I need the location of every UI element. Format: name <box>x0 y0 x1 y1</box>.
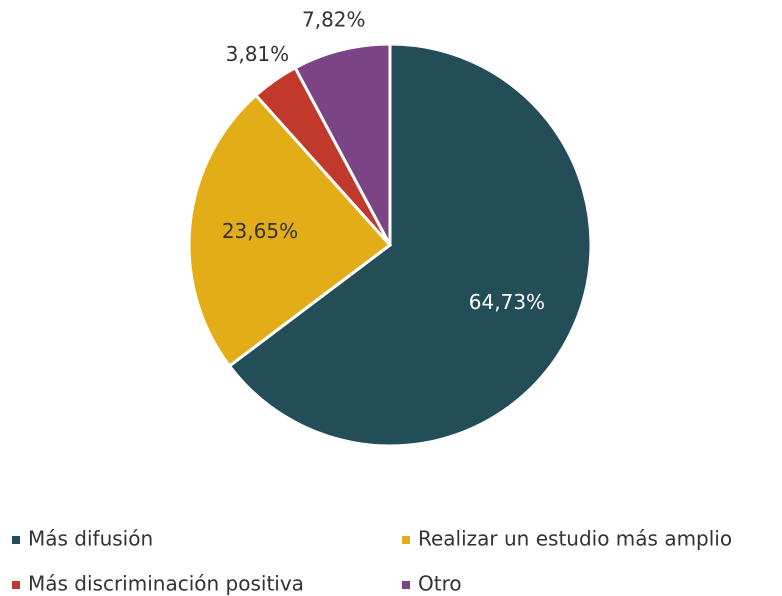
pie-slice <box>227 42 593 448</box>
data-label: 64,73% <box>469 290 545 314</box>
legend-marker <box>12 536 20 544</box>
legend-marker <box>402 536 410 544</box>
legend-label: Más difusión <box>28 527 153 551</box>
legend-label: Más discriminación positiva <box>28 572 304 596</box>
pie-slice <box>293 42 392 246</box>
data-label: 3,81% <box>226 42 290 66</box>
data-label: 7,82% <box>302 7 366 31</box>
legend-marker <box>402 581 410 589</box>
legend-label: Realizar un estudio más amplio <box>418 527 732 551</box>
data-label: 23,65% <box>222 219 298 243</box>
pie-slice <box>187 93 393 369</box>
legend-marker <box>12 581 20 589</box>
legend-label: Otro <box>418 572 462 596</box>
